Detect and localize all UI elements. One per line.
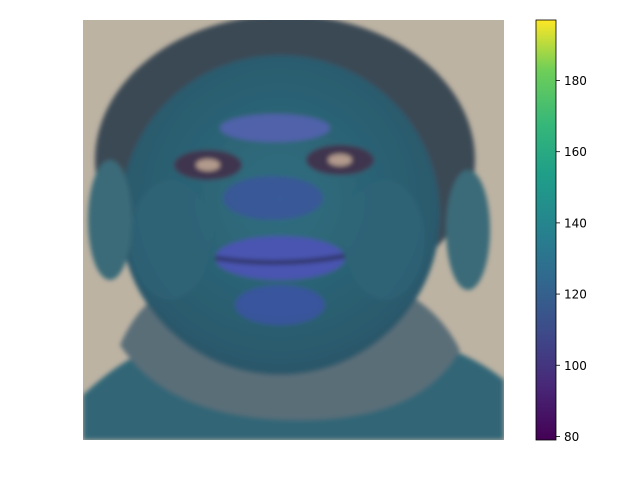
colorbar-tick-label: 180 — [564, 74, 587, 88]
colorbar: 80 100 120 140 160 180 — [535, 19, 587, 444]
colorbar-tick-label: 80 — [564, 430, 579, 444]
colorbar-ticks: 80 100 120 140 160 180 — [556, 74, 587, 444]
colorbar-tick-label: 160 — [564, 145, 587, 159]
colorbar-tick-label: 100 — [564, 359, 587, 373]
nose — [223, 176, 323, 220]
image-heatmap — [83, 20, 504, 440]
chin — [235, 285, 325, 325]
colorbar-tick-label: 140 — [564, 216, 587, 230]
forehead-highlight — [220, 114, 330, 142]
right-ear — [446, 170, 490, 290]
left-ear — [88, 160, 132, 280]
colorbar-tick-label: 120 — [564, 288, 587, 302]
colorbar-gradient — [535, 19, 557, 441]
mouth — [215, 236, 345, 280]
